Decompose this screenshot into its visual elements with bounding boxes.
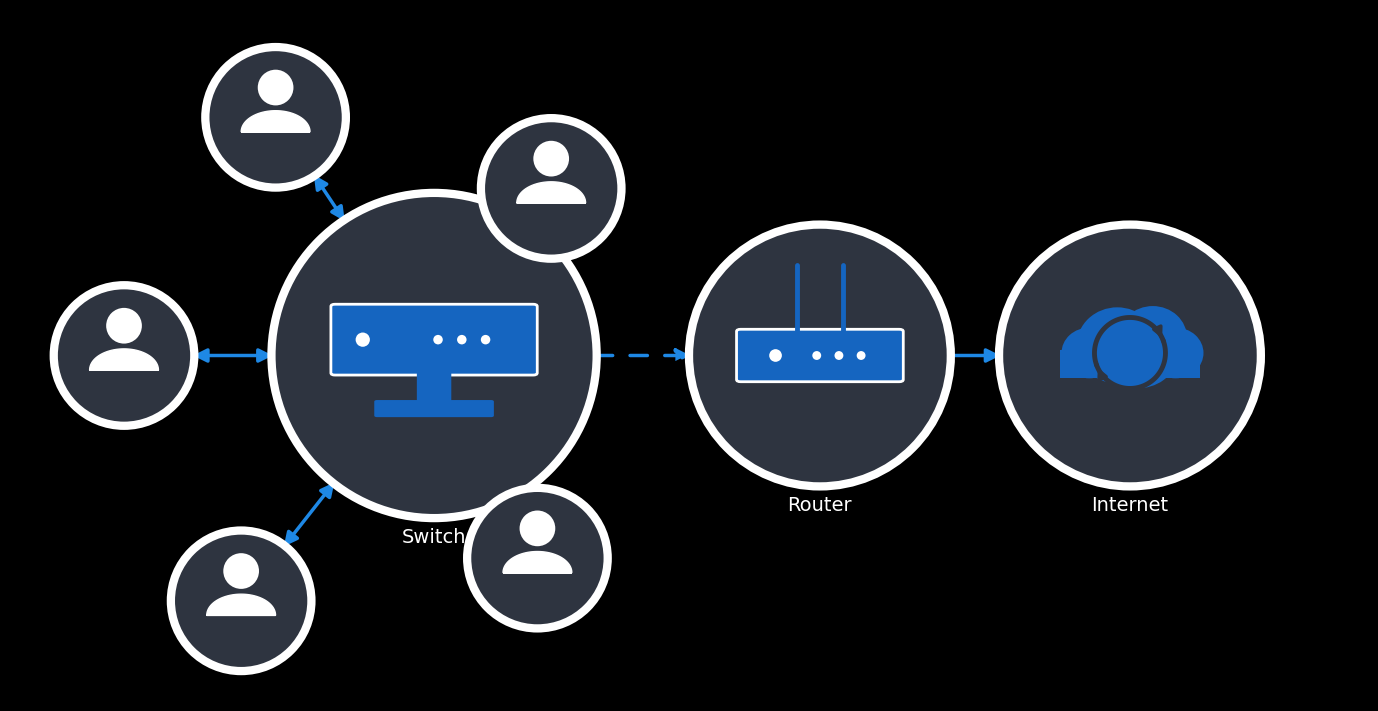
FancyBboxPatch shape (375, 400, 493, 417)
Text: Router: Router (788, 496, 852, 515)
Ellipse shape (769, 349, 781, 362)
Ellipse shape (356, 333, 369, 347)
Ellipse shape (276, 197, 593, 514)
Ellipse shape (267, 188, 601, 523)
Ellipse shape (167, 526, 316, 675)
Ellipse shape (223, 553, 259, 589)
Ellipse shape (201, 43, 350, 192)
Ellipse shape (693, 229, 947, 482)
Ellipse shape (520, 510, 555, 546)
Polygon shape (241, 111, 310, 132)
Ellipse shape (58, 289, 190, 422)
Polygon shape (503, 552, 572, 572)
Ellipse shape (50, 281, 198, 430)
FancyBboxPatch shape (331, 304, 537, 375)
Text: Switch: Switch (402, 528, 466, 547)
Polygon shape (517, 182, 586, 203)
Ellipse shape (1119, 306, 1186, 370)
Ellipse shape (995, 220, 1265, 491)
FancyBboxPatch shape (416, 373, 452, 402)
Ellipse shape (1061, 328, 1118, 378)
Polygon shape (90, 349, 158, 370)
Ellipse shape (481, 335, 491, 344)
Ellipse shape (1098, 333, 1174, 388)
Text: Internet: Internet (1091, 496, 1169, 515)
Ellipse shape (209, 51, 342, 183)
Ellipse shape (471, 492, 604, 624)
Polygon shape (207, 594, 276, 615)
Ellipse shape (485, 122, 617, 255)
Ellipse shape (258, 70, 294, 105)
Ellipse shape (1003, 229, 1257, 482)
Ellipse shape (477, 114, 626, 263)
Ellipse shape (433, 335, 442, 344)
Ellipse shape (457, 335, 467, 344)
Ellipse shape (1076, 307, 1158, 383)
FancyBboxPatch shape (1060, 351, 1200, 378)
Ellipse shape (812, 351, 821, 360)
FancyBboxPatch shape (736, 329, 904, 382)
Ellipse shape (685, 220, 955, 491)
Ellipse shape (1148, 328, 1203, 378)
Ellipse shape (533, 141, 569, 176)
Ellipse shape (463, 483, 612, 633)
Ellipse shape (106, 308, 142, 343)
Ellipse shape (857, 351, 865, 360)
Ellipse shape (835, 351, 843, 360)
Ellipse shape (175, 535, 307, 667)
